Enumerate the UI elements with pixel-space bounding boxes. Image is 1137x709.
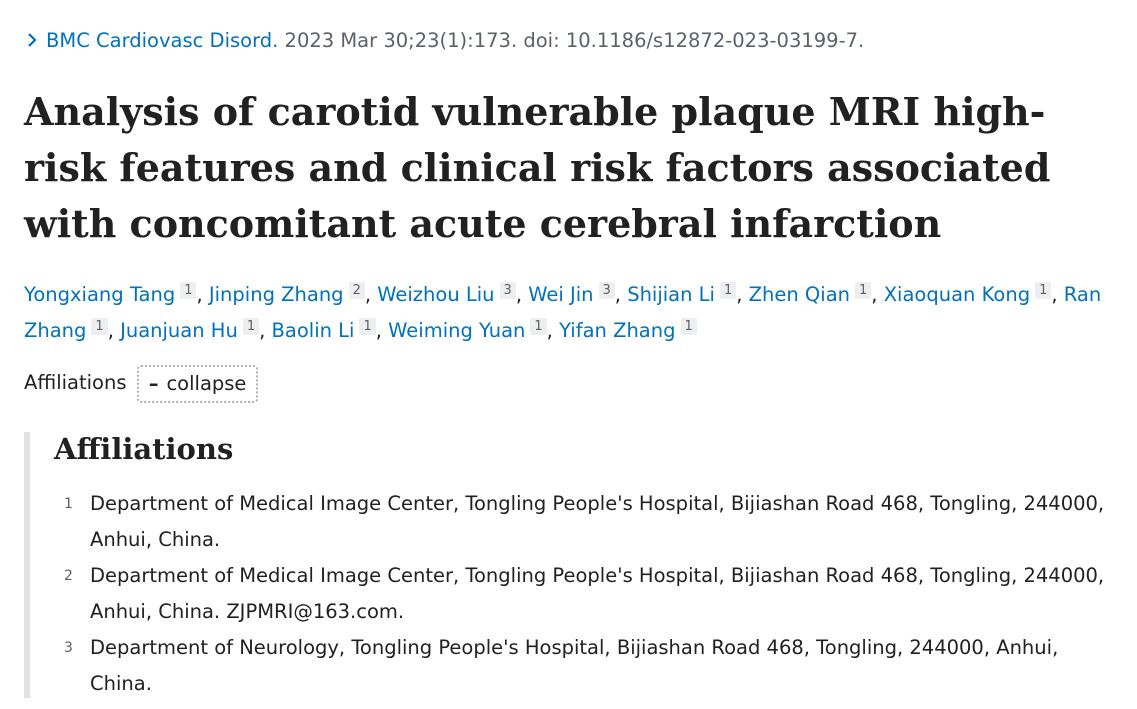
affiliation-ref-badge[interactable]: 1 [855, 282, 872, 299]
affiliations-panel: Affiliations 1 Department of Medical Imag… [24, 432, 1120, 698]
affiliation-ref-badge[interactable]: 1 [719, 282, 737, 299]
author-separator: , [515, 283, 529, 306]
author-link[interactable]: Yifan Zhang [559, 319, 676, 342]
affiliation-text: Department of Medical Image Center, Tong… [90, 564, 1105, 623]
author-link[interactable]: Jinping Zhang [208, 283, 344, 306]
collapse-button-label: collapse [166, 371, 247, 395]
affiliation-ref-badge[interactable]: 2 [348, 282, 365, 299]
authors-list: Yongxiang Tang 1, Jinping Zhang 2, Weizhou… [24, 277, 1114, 349]
journal-link[interactable]: BMC Cardiovasc Disord. [46, 29, 279, 52]
chevron-right-icon [24, 28, 40, 47]
affiliation-text: Department of Neurology, Tongling People… [90, 636, 1059, 695]
affiliation-text: Department of Medical Image Center, Tong… [90, 492, 1105, 551]
affiliations-toggle-bar: Affiliations – collapse [24, 363, 259, 403]
author-separator: , [364, 283, 378, 306]
affiliations-heading: Affiliations [54, 432, 234, 466]
author-separator: , [196, 283, 209, 306]
affiliations-label: Affiliations [24, 371, 127, 394]
collapse-button[interactable]: – collapse [136, 364, 259, 403]
author-separator: , [1051, 283, 1064, 306]
citation-line: BMC Cardiovasc Disord. 2023 Mar 30;23(1)… [24, 27, 864, 55]
author-link[interactable]: Juanjuan Hu [120, 319, 238, 342]
affiliation-ref-badge[interactable]: 1 [91, 318, 108, 335]
affiliation-ref-badge[interactable]: 1 [1035, 282, 1052, 299]
author-separator: , [614, 283, 628, 306]
author-link[interactable]: Shijian Li [627, 283, 715, 306]
affiliation-ref-badge[interactable]: 3 [499, 282, 516, 299]
citation-details: 2023 Mar 30;23(1):173. doi: 10.1186/s128… [284, 29, 865, 52]
author-separator: , [871, 283, 884, 306]
affiliation-number: 3 [64, 640, 73, 656]
author-separator: , [107, 319, 121, 342]
affiliation-item: 3 Department of Neurology, Tongling Peopl… [54, 630, 1114, 702]
author-link[interactable]: Weizhou Liu [377, 283, 495, 306]
affiliation-number: 2 [64, 568, 73, 584]
author-separator: , [259, 319, 272, 342]
author-link[interactable]: Weiming Yuan [388, 319, 526, 342]
affiliations-list: 1 Department of Medical Image Center, Ton… [54, 486, 1114, 702]
author-separator: , [375, 319, 389, 342]
author-link[interactable]: Yongxiang Tang [24, 283, 176, 306]
affiliation-item: 2 Department of Medical Image Center, Ton… [54, 558, 1114, 630]
affiliation-ref-badge[interactable]: 1 [242, 318, 260, 335]
minus-icon: – [148, 371, 159, 395]
author-separator: , [736, 283, 749, 306]
article-title: Analysis of carotid vulnerable plaque MR… [24, 89, 1051, 246]
affiliation-ref-badge[interactable]: 1 [359, 318, 376, 335]
author-link[interactable]: Zhen Qian [748, 283, 851, 306]
affiliation-ref-badge[interactable]: 1 [680, 318, 697, 335]
author-link[interactable]: Ran Zhang [24, 283, 1102, 342]
author-link[interactable]: Wei Jin [528, 283, 594, 306]
affiliation-number: 1 [64, 496, 73, 512]
affiliation-ref-badge[interactable]: 1 [530, 318, 547, 335]
affiliation-item: 1 Department of Medical Image Center, Ton… [54, 486, 1114, 558]
affiliation-ref-badge[interactable]: 1 [180, 282, 197, 299]
author-link[interactable]: Baolin Li [271, 319, 355, 342]
affiliation-ref-badge[interactable]: 3 [598, 282, 615, 299]
author-separator: , [546, 319, 560, 342]
author-link[interactable]: Xiaoquan Kong [883, 283, 1031, 306]
